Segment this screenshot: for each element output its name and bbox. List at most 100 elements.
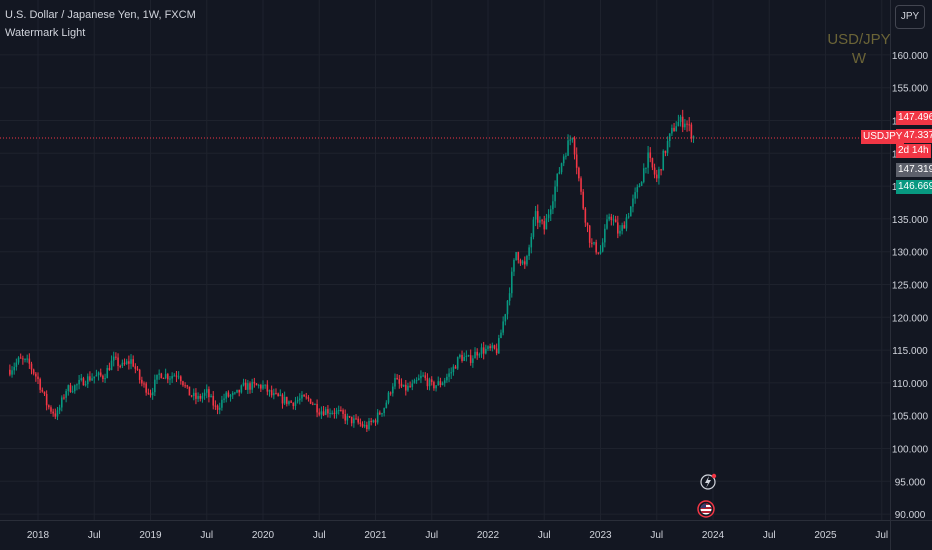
currency-button[interactable]: JPY [895,5,925,29]
candlestick-series [9,109,695,432]
candle-body [610,216,613,220]
candle-body [9,369,11,375]
x-tick-label: 2023 [589,530,612,541]
price-axis[interactable]: 90.000 95.000 100.000 105.000 110.000 115.000… [890,0,929,550]
candle-body [430,379,433,383]
x-tick-label: Jul [425,530,438,541]
candle-body [82,378,85,386]
candle-body [374,420,377,423]
candle-body [465,355,468,357]
candle-body [681,116,684,128]
candle-body [495,348,498,354]
candle-body [671,127,673,134]
candle-body [428,379,431,387]
candle-body [260,385,262,389]
candle-body [95,375,98,377]
candle-body [363,424,366,427]
watermark-symbol: USD/JPY [827,31,891,48]
candle-body [510,271,513,294]
candle-body [591,242,593,244]
candle-body [344,414,347,421]
candle-body [348,416,351,418]
candle-body [660,169,662,171]
candle-body [640,181,643,186]
candle-body [632,198,634,207]
candle-body [136,368,139,370]
candle-body [539,220,541,223]
candle-body [361,423,364,427]
watermark-interval: W [851,50,867,67]
candle-body [686,123,688,125]
candle-body [173,375,176,377]
candle-body [41,389,44,392]
candle-body [104,378,106,380]
candle-body [541,220,543,222]
candle-body [673,127,675,132]
candle-body [132,359,134,367]
indicator-label[interactable]: Watermark Light [5,27,86,39]
candle-body [208,389,210,398]
candle-body [684,123,686,128]
y-tick-label: 125.000 [892,281,929,292]
candle-body [201,395,204,399]
y-tick-label: 155.000 [892,84,929,95]
us-flag-icon[interactable] [697,500,715,518]
candle-body [381,413,383,415]
candle-body [149,393,152,396]
time-axis[interactable]: 2018 Jul 2019 Jul 2020 Jul 2021 Jul 2022 Jul 2023 J… [0,520,932,542]
candle-body [617,222,619,234]
candle-body [552,201,554,210]
candle-body [247,383,249,390]
candle-body [666,141,669,153]
candle-body [619,230,621,234]
candle-body [65,391,67,398]
symbol-label-tag: USDJPY [861,130,905,144]
candle-body [389,392,392,394]
candle-body [73,385,76,392]
candle-body [249,383,251,390]
candle-body [158,373,160,375]
candle-body [69,385,72,392]
candle-body [231,393,234,396]
candle-body [296,400,299,402]
candle-body [186,385,189,387]
candle-body [102,375,104,380]
candle-body [387,392,390,403]
lightning-icon[interactable] [700,473,717,490]
candle-body [582,191,584,209]
y-tick-label: 90.000 [895,510,926,521]
candle-body [244,382,247,390]
candle-body [547,214,550,219]
candle-body [227,392,230,397]
candle-body [54,413,57,417]
candle-body [195,392,197,399]
candle-body [480,347,483,355]
candle-body [677,121,680,127]
candle-body [242,382,245,386]
candle-body [608,216,610,220]
candle-body [324,409,327,415]
candle-body [99,372,102,376]
candle-body [461,355,463,361]
candle-body [275,393,277,395]
candle-body [63,397,65,399]
candle-body [558,172,561,174]
candle-body [376,412,379,423]
candle-body [119,365,122,367]
candle-body [353,418,355,424]
candle-body [469,355,472,363]
candle-body [653,167,656,175]
candle-body [76,384,78,386]
candle-body [642,168,645,182]
candle-body [404,384,407,391]
candle-body [19,357,22,359]
candle-body [443,380,446,384]
candle-body [167,374,169,380]
candle-body [482,347,485,354]
candle-body [627,216,630,218]
candle-body [318,412,321,415]
candle-body [556,173,559,187]
candle-body [350,416,353,424]
candle-body [123,362,126,364]
